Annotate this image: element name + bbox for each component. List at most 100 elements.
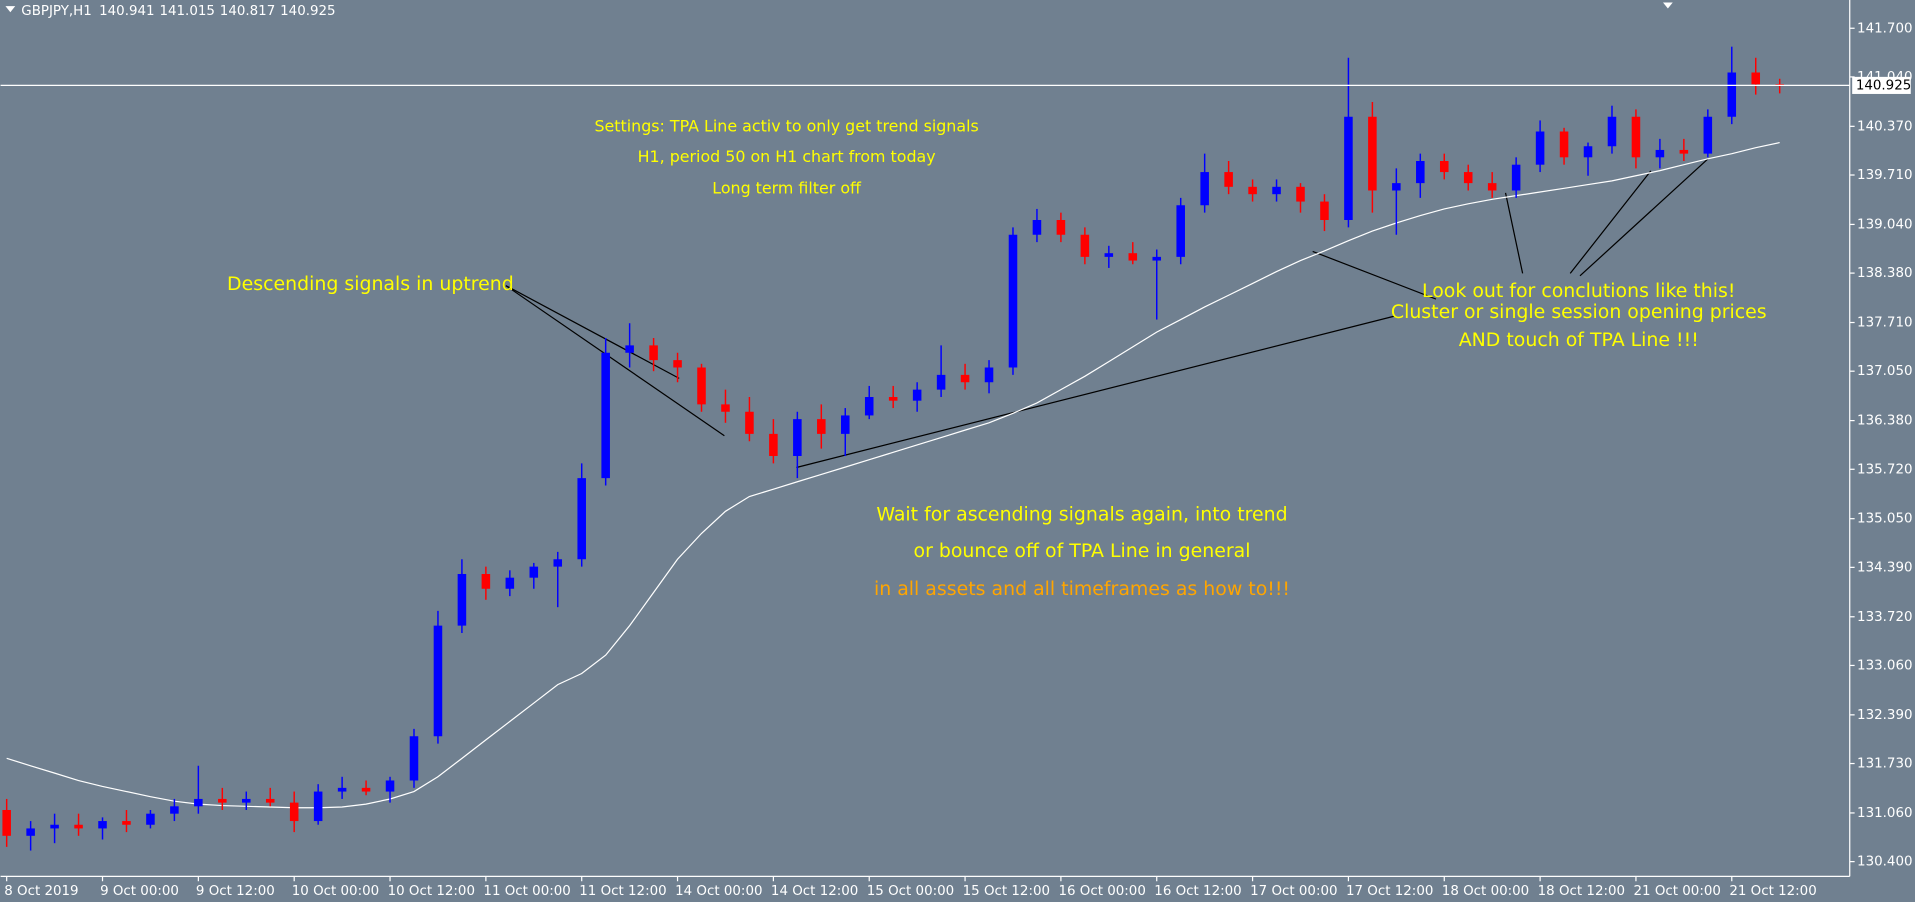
- drawn-line: [1569, 170, 1652, 274]
- candle-body: [194, 798, 203, 807]
- candle-body: [1392, 183, 1401, 191]
- y-tick-label: 135.720: [1857, 462, 1912, 477]
- candle-body: [577, 478, 586, 560]
- candle-body: [337, 787, 347, 792]
- candle-body: [218, 798, 227, 803]
- x-tick-label: 9 Oct 00:00: [100, 884, 179, 899]
- candle-body: [1200, 172, 1209, 206]
- candle-body: [1032, 220, 1042, 235]
- x-tick-label: 21 Oct 12:00: [1729, 884, 1816, 899]
- candle-body: [265, 798, 275, 803]
- candle-body: [1583, 146, 1593, 158]
- y-tick-label: 141.700: [1857, 21, 1912, 36]
- annotation: H1, period 50 on H1 chart from today: [638, 147, 936, 166]
- trend-drawings: [505, 158, 1709, 469]
- candles: [2, 46, 1784, 851]
- x-tick-label: 15 Oct 00:00: [867, 884, 954, 899]
- candle-body: [1296, 186, 1305, 202]
- candle-body: [1487, 183, 1497, 191]
- drawn-line: [505, 285, 725, 437]
- x-tick-label: 10 Oct 12:00: [388, 884, 475, 899]
- candle-body: [721, 404, 730, 412]
- candle-body: [1344, 116, 1353, 221]
- candle-body: [1463, 172, 1473, 184]
- candle-body: [457, 573, 467, 626]
- drawn-line: [1312, 250, 1437, 300]
- header-high: 141.015: [159, 4, 214, 19]
- symbol: GBPJPY,H1: [21, 4, 91, 19]
- candle-body: [745, 411, 754, 434]
- candle-body: [1272, 186, 1281, 195]
- y-tick-label: 135.050: [1857, 512, 1912, 527]
- candle-body: [385, 780, 395, 792]
- candle-body: [649, 345, 658, 361]
- candle-body: [1056, 220, 1066, 235]
- candle-body: [625, 345, 634, 353]
- candle-body: [1224, 172, 1233, 187]
- y-tick-label: 130.400: [1857, 855, 1912, 870]
- candle-body: [1679, 149, 1689, 154]
- candle-body: [505, 577, 515, 589]
- candle-body: [793, 419, 802, 456]
- x-tick-label: 14 Oct 00:00: [675, 884, 762, 899]
- x-tick-label: 10 Oct 00:00: [292, 884, 379, 899]
- candle-body: [1416, 161, 1425, 184]
- candle-body: [50, 824, 59, 829]
- candle-body: [673, 360, 682, 368]
- header-open: 140.941: [99, 4, 154, 19]
- annotation: Wait for ascending signals again, into t…: [876, 504, 1287, 526]
- candle-body: [1104, 253, 1114, 257]
- candle-body: [1176, 205, 1185, 257]
- candle-body: [1751, 72, 1761, 85]
- candle-body: [888, 396, 898, 401]
- x-tick-label: 18 Oct 12:00: [1538, 884, 1625, 899]
- candle-body: [817, 419, 826, 434]
- candle-body: [122, 821, 131, 825]
- candle-body: [1439, 161, 1449, 173]
- x-tick-label: 16 Oct 00:00: [1058, 884, 1145, 899]
- candle-body: [984, 367, 994, 383]
- annotation: Look out for conclutions like this!: [1422, 280, 1735, 302]
- candle-body: [1703, 116, 1713, 154]
- x-tick-label: 14 Oct 12:00: [771, 884, 858, 899]
- candle-body: [1559, 131, 1569, 158]
- y-tick-label: 140.370: [1857, 119, 1912, 134]
- candle-body: [1248, 186, 1257, 195]
- ma-line: [6, 141, 1780, 809]
- y-tick-label: 136.380: [1857, 414, 1912, 429]
- y-tick-label: 138.380: [1857, 266, 1912, 281]
- candle-body: [912, 389, 922, 401]
- candle-body: [433, 625, 443, 737]
- candle-body: [2, 809, 11, 836]
- menu-arrow[interactable]: [5, 6, 16, 13]
- candle-body: [601, 352, 610, 479]
- candle-body: [361, 787, 371, 792]
- x-tick-label: 18 Oct 00:00: [1442, 884, 1529, 899]
- x-tick-label: 11 Oct 00:00: [483, 884, 570, 899]
- x-tick-label: 9 Oct 12:00: [196, 884, 275, 899]
- candle-body: [289, 802, 299, 822]
- candle-body: [313, 791, 323, 822]
- annotation: Settings: TPA Line activ to only get tre…: [594, 116, 978, 135]
- candle-body: [553, 559, 563, 567]
- x-tick-label: 16 Oct 12:00: [1154, 884, 1241, 899]
- candle-body: [26, 828, 35, 836]
- current-price-label: 140.925: [1856, 78, 1911, 93]
- x-tick-label: 17 Oct 00:00: [1250, 884, 1337, 899]
- candle-body: [840, 415, 850, 434]
- annotation: Descending signals in uptrend: [227, 273, 514, 295]
- candle-body: [1008, 234, 1018, 368]
- candle-body: [697, 367, 706, 405]
- candle-body: [170, 806, 179, 814]
- annotation: in all assets and all timeframes as how …: [874, 578, 1290, 600]
- x-tick-label: 17 Oct 12:00: [1346, 884, 1433, 899]
- shift-marker: [1662, 2, 1673, 9]
- drawn-line: [505, 285, 680, 379]
- x-tick-label: 8 Oct 2019: [4, 884, 78, 899]
- candle-body: [1320, 201, 1329, 221]
- candle-body: [1128, 253, 1138, 261]
- candle-body: [769, 433, 778, 456]
